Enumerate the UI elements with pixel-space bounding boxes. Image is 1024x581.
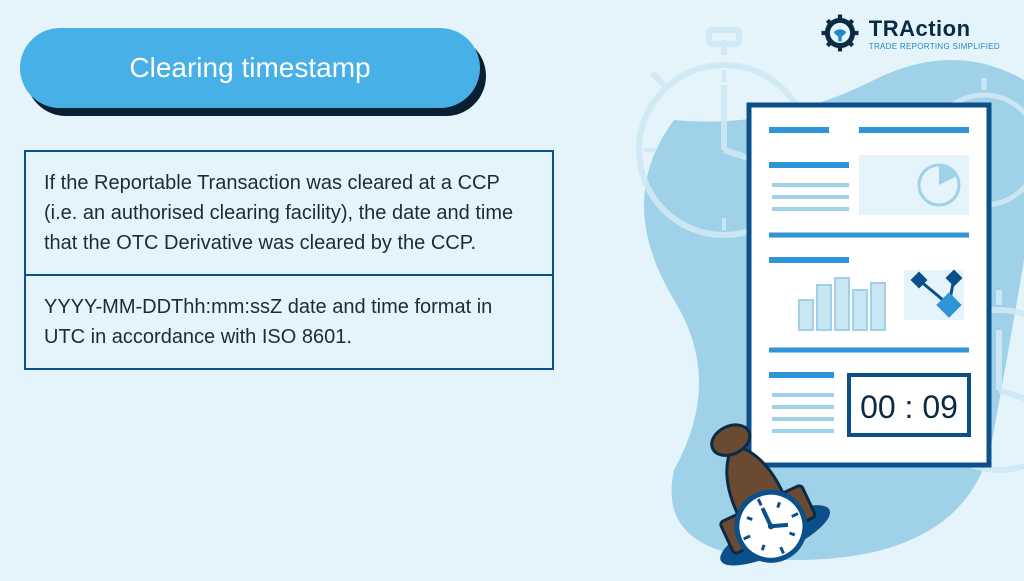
info-cell-1: If the Reportable Transaction was cleare…: [26, 152, 552, 274]
title-pill: Clearing timestamp: [20, 28, 480, 108]
illustration: 00 : 09: [554, 0, 1024, 576]
timer-display: 00 : 09: [860, 389, 958, 425]
report-sheet: 00 : 09: [749, 105, 989, 465]
title-text: Clearing timestamp: [129, 52, 370, 84]
info-cell-2: YYYY-MM-DDThh:mm:ssZ date and time forma…: [26, 274, 552, 368]
info-table: If the Reportable Transaction was cleare…: [24, 150, 554, 370]
